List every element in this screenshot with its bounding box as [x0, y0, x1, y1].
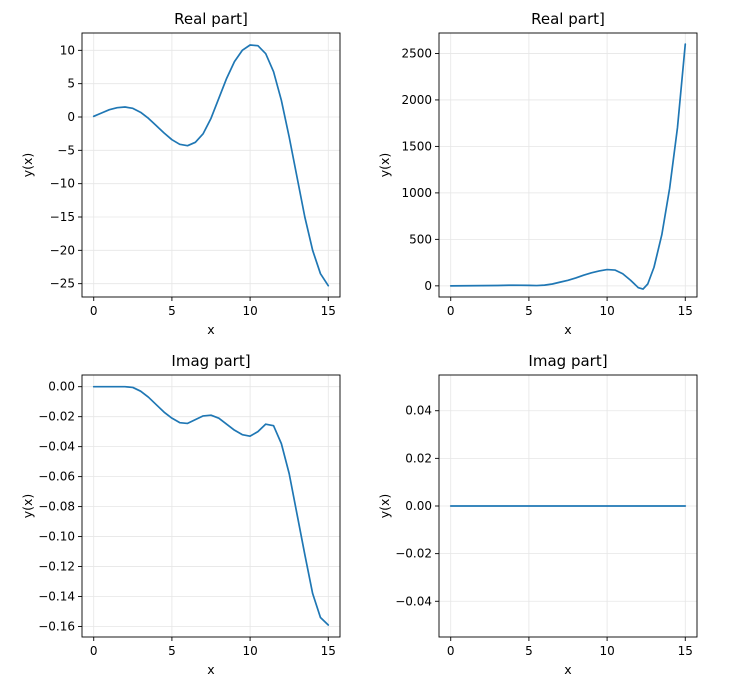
- y-tick-label: 0: [424, 279, 432, 293]
- axes-frame: [81, 32, 341, 298]
- y-tick-label: −0.04: [38, 440, 75, 454]
- x-axis-label: x: [564, 662, 571, 677]
- series-line: [449, 43, 687, 290]
- subplot-title: Imag part]: [171, 352, 250, 370]
- y-tick-label: −0.08: [38, 500, 75, 514]
- y-tick-label: 0.02: [405, 451, 432, 465]
- subplot-2: 0 5 10 15 2500 2000 1500 1000 500 0 Real part] x y(x…: [377, 10, 698, 337]
- y-tick-label: 2500: [401, 46, 432, 60]
- y-tick-label: −0.10: [38, 530, 75, 544]
- y-axis-label: y(x): [20, 153, 35, 178]
- x-tick-label: 15: [678, 644, 693, 658]
- subplot-4: 0 5 10 15 0.04 0.02 0.00 −0.02 −0.04 Imag part] x y…: [377, 352, 698, 677]
- subplot-title: Real part]: [174, 10, 248, 28]
- y-tick-label: −15: [50, 210, 75, 224]
- y-tick-label: −0.04: [395, 594, 432, 608]
- y-tick-label: 10: [60, 43, 75, 57]
- y-tick-label: −0.14: [38, 590, 75, 604]
- x-tick-label: 5: [168, 644, 176, 658]
- y-axis-label: y(x): [377, 153, 392, 178]
- y-tick-label: −0.06: [38, 470, 75, 484]
- series-line: [92, 385, 330, 626]
- y-tick-label: −20: [50, 243, 75, 257]
- x-tick-label: 15: [321, 644, 336, 658]
- series-line: [92, 44, 330, 287]
- x-tick-label: 5: [525, 304, 533, 318]
- y-tick-label: −25: [50, 277, 75, 291]
- subplot-title: Imag part]: [528, 352, 607, 370]
- y-tick-label: 0.00: [48, 380, 75, 394]
- x-tick-label: 15: [321, 304, 336, 318]
- x-tick-label: 0: [90, 304, 98, 318]
- axes-frame: [438, 32, 698, 298]
- y-tick-label: 0.00: [405, 499, 432, 513]
- x-tick-label: 5: [525, 644, 533, 658]
- x-tick-label: 5: [168, 304, 176, 318]
- y-axis-label: y(x): [20, 494, 35, 519]
- x-tick-label: 10: [599, 644, 614, 658]
- x-axis-label: x: [207, 322, 214, 337]
- y-tick-label: −0.16: [38, 620, 75, 634]
- x-tick-label: 0: [447, 644, 455, 658]
- subplot-title: Real part]: [531, 10, 605, 28]
- y-tick-label: 0: [67, 110, 75, 124]
- y-tick-label: 2000: [401, 93, 432, 107]
- y-tick-label: −0.02: [395, 547, 432, 561]
- x-axis-label: x: [564, 322, 571, 337]
- y-tick-label: 5: [67, 77, 75, 91]
- y-tick-label: −0.12: [38, 560, 75, 574]
- y-tick-label: 0.04: [405, 404, 432, 418]
- subplot-1: 0 5 10 15 10 5 0 −5 −10 −15 −20 −25 Real part] x y(x): [20, 10, 341, 337]
- y-tick-label: −5: [57, 143, 75, 157]
- subplot-3: 0 5 10 15 0.00 −0.02 −0.04 −0.06 −0.08 −0.10 −0.12…: [20, 352, 341, 677]
- y-tick-label: −0.02: [38, 410, 75, 424]
- y-tick-label: −10: [50, 177, 75, 191]
- y-axis-label: y(x): [377, 494, 392, 519]
- x-tick-label: 10: [242, 304, 257, 318]
- x-tick-label: 10: [599, 304, 614, 318]
- x-tick-label: 10: [242, 644, 257, 658]
- x-axis-label: x: [207, 662, 214, 677]
- y-tick-label: 500: [409, 232, 432, 246]
- axes-frame: [81, 374, 341, 638]
- y-tick-label: 1500: [401, 139, 432, 153]
- y-tick-label: 1000: [401, 186, 432, 200]
- x-tick-label: 15: [678, 304, 693, 318]
- x-tick-label: 0: [447, 304, 455, 318]
- x-tick-label: 0: [90, 644, 98, 658]
